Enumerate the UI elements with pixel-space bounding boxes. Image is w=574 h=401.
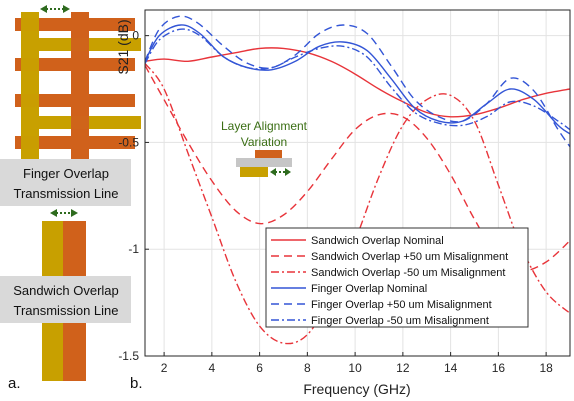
y-ticks: 0 -0.5 -1 -1.5 xyxy=(118,29,149,363)
x-ticks: 2 4 6 8 10 12 14 16 18 xyxy=(161,352,553,375)
y-tick-label: -0.5 xyxy=(118,135,139,149)
legend-entry: Sandwich Overlap -50 um Misalignment xyxy=(311,267,505,279)
panel-a-label: a. xyxy=(8,375,21,392)
inset-substrate xyxy=(236,158,292,167)
inset-copper-layer xyxy=(255,150,282,159)
plot-frame xyxy=(144,9,571,357)
series-line-6 xyxy=(145,28,570,131)
legend-entry: Finger Overlap Nominal xyxy=(311,283,427,295)
x-tick-label: 2 xyxy=(161,361,168,375)
y-tick-label: -1 xyxy=(128,242,139,256)
y-tick-label: 0 xyxy=(132,29,139,43)
x-tick-label: 10 xyxy=(348,361,362,375)
x-tick-label: 4 xyxy=(209,361,216,375)
series-line-4 xyxy=(145,24,570,135)
panel-b-label: b. xyxy=(130,375,143,392)
sandwich-caption-box xyxy=(0,276,131,323)
x-tick-label: 6 xyxy=(256,361,263,375)
double-arrow-icon xyxy=(40,5,70,13)
x-tick-label: 8 xyxy=(304,361,311,375)
layer-alignment-inset: Layer Alignment Variation xyxy=(221,119,308,177)
sandwich-caption-line1: Sandwich Overlap xyxy=(13,283,119,298)
finger-caption-line2: Transmission Line xyxy=(13,186,118,201)
legend-entry: Finger Overlap +50 um Misalignment xyxy=(311,299,492,311)
y-axis-label: S21 (dB) xyxy=(115,19,131,74)
finger-overlap-diagram xyxy=(15,5,141,164)
legend: Sandwich Overlap Nominal Sandwich Overlap… xyxy=(265,227,529,328)
legend-box xyxy=(265,227,529,328)
double-arrow-icon xyxy=(50,209,78,217)
inset-label-line2: Variation xyxy=(241,135,287,149)
double-arrow-icon xyxy=(270,168,291,176)
sandwich-caption-line2: Transmission Line xyxy=(13,303,118,318)
finger-caption-line1: Finger Overlap xyxy=(23,166,109,181)
x-axis-label: Frequency (GHz) xyxy=(303,381,410,397)
legend-entry: Sandwich Overlap Nominal xyxy=(311,235,444,247)
s21-chart: 2 4 6 8 10 12 14 16 18 0 -0.5 -1 -1.5 Frequency (GH… xyxy=(115,9,571,397)
x-tick-label: 18 xyxy=(539,361,553,375)
x-tick-label: 12 xyxy=(396,361,410,375)
y-tick-label: -1.5 xyxy=(118,349,139,363)
legend-entry: Sandwich Overlap +50 um Misalignment xyxy=(311,251,508,263)
x-tick-label: 16 xyxy=(492,361,506,375)
finger-copper-trace-top xyxy=(71,12,89,164)
finger-caption-box xyxy=(0,159,131,206)
finger-gold-trace-top xyxy=(21,12,39,164)
inset-label-line1: Layer Alignment xyxy=(221,119,308,133)
series-line-5 xyxy=(145,15,570,148)
x-tick-label: 14 xyxy=(444,361,458,375)
inset-gold-layer xyxy=(240,167,268,177)
legend-entry: Finger Overlap -50 um Misalignment xyxy=(311,315,489,327)
